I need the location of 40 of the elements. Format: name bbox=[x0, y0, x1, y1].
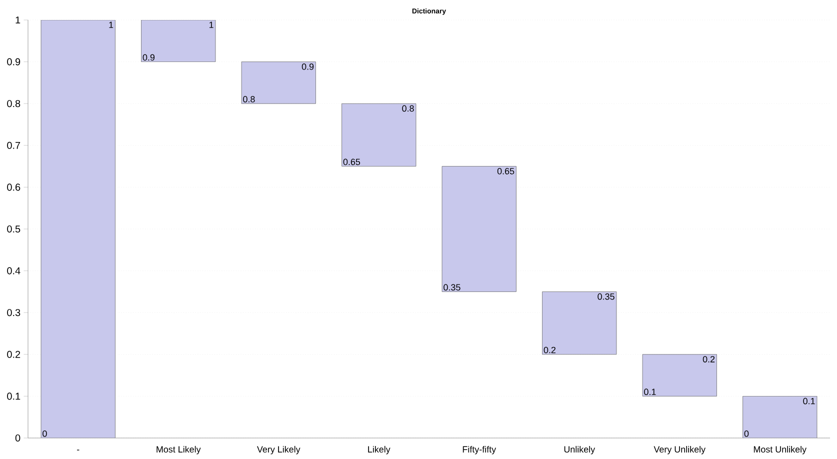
annotation: 0.9 bbox=[142, 54, 155, 61]
bar bbox=[542, 292, 617, 355]
bar bbox=[241, 62, 316, 104]
y-tick-label: 0.9 bbox=[7, 58, 20, 66]
bar bbox=[442, 166, 516, 292]
y-tick-label: 0.8 bbox=[7, 100, 20, 108]
bar bbox=[642, 354, 717, 396]
annotation: 0.2 bbox=[702, 356, 715, 362]
y-tick-label: 0.3 bbox=[7, 309, 20, 316]
annotation: 0.2 bbox=[544, 346, 556, 354]
annotation: 0.8 bbox=[243, 96, 255, 102]
x-tick-label: Most Unlikely bbox=[754, 446, 807, 454]
annotation: 0 bbox=[42, 430, 47, 437]
x-tick-label: Very Unlikely bbox=[654, 446, 706, 454]
x-tick-label: Very Likely bbox=[256, 446, 300, 454]
y-tick-label: 0.2 bbox=[7, 350, 20, 358]
annotation: 0.8 bbox=[402, 105, 414, 112]
annotation: 0.1 bbox=[644, 388, 656, 396]
annotation: 1 bbox=[109, 22, 114, 28]
annotation: 0.9 bbox=[302, 63, 314, 70]
bar bbox=[141, 20, 216, 62]
x-tick-label: Unlikely bbox=[564, 446, 596, 454]
x-tick-label: Fifty-fifty bbox=[462, 446, 496, 454]
annotation: 0 bbox=[744, 430, 749, 437]
annotation: 0.35 bbox=[598, 293, 614, 300]
y-tick-label: 0 bbox=[15, 434, 20, 442]
annotation: 1 bbox=[209, 22, 214, 28]
y-tick-label: 0.6 bbox=[7, 184, 20, 191]
annotation: 0.65 bbox=[343, 158, 360, 166]
y-tick-label: 0.7 bbox=[7, 142, 20, 149]
x-tick-label: Most Likely bbox=[156, 446, 201, 454]
y-tick-label: 0.1 bbox=[7, 392, 20, 400]
y-tick-label: 1 bbox=[16, 16, 20, 24]
annotation: 0.1 bbox=[803, 398, 815, 404]
annotation: 0.35 bbox=[444, 284, 460, 291]
y-tick-label: 0.5 bbox=[7, 225, 20, 233]
x-tick-label: Likely bbox=[368, 446, 390, 454]
annotation: 0.65 bbox=[497, 168, 514, 174]
y-tick-label: 0.4 bbox=[7, 267, 20, 274]
bar bbox=[342, 103, 416, 166]
